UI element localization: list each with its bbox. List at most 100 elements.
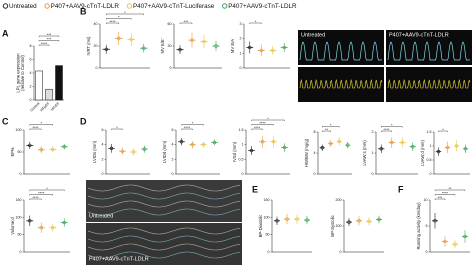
mean-marker	[202, 39, 206, 44]
y-tick-label: 0	[268, 250, 270, 254]
doppler-image	[386, 67, 472, 102]
bar	[55, 65, 63, 101]
y-tick-label: 10	[424, 198, 428, 202]
x-tick-label: HFrEF	[50, 101, 61, 112]
mean-marker	[142, 46, 146, 50]
significance-label: ****	[442, 190, 449, 195]
significance-label: *	[116, 125, 118, 130]
y-tick-label: 200	[336, 198, 342, 202]
mean-marker	[463, 147, 468, 151]
significance-label: ****	[259, 120, 266, 125]
mean-marker	[51, 226, 55, 230]
mean-marker	[39, 148, 43, 152]
significance-label: ***	[438, 195, 443, 200]
significance-bracket	[322, 130, 331, 132]
mean-marker	[178, 47, 182, 52]
y-tick-label: 4	[102, 143, 104, 147]
m-mode-trace	[87, 235, 241, 243]
image-label: P407+AAV9-cTnT-LDLR	[389, 32, 449, 38]
mean-marker	[179, 140, 184, 144]
mean-marker	[453, 242, 457, 246]
mean-marker	[248, 45, 252, 50]
significance-bracket	[434, 189, 466, 191]
y-tick-label: 2	[30, 84, 32, 88]
m-mode-trace	[87, 208, 241, 216]
significance-bracket	[106, 13, 144, 15]
mean-marker	[305, 218, 309, 222]
panel-letter: D	[80, 116, 87, 126]
significance-bracket	[38, 44, 50, 46]
significance-label: **	[448, 186, 452, 191]
significance-label: *	[118, 14, 120, 19]
y-axis-label: LVAW;d (mm)	[420, 140, 425, 166]
y-tick-label: 1.5	[427, 130, 432, 134]
significance-label: *	[124, 10, 126, 15]
significance-bracket	[111, 128, 123, 130]
y-tick-label: 0	[372, 172, 374, 176]
significance-bracket	[179, 22, 193, 24]
significance-label: ***	[47, 32, 52, 37]
bar	[35, 70, 43, 101]
mean-marker	[212, 140, 217, 145]
y-tick-label: 4	[172, 143, 174, 147]
significance-label: ****	[383, 127, 390, 132]
mean-marker	[329, 141, 333, 146]
y-tick-label: 50	[18, 233, 22, 237]
panel-letter: F	[398, 184, 404, 194]
significance-label: *	[40, 120, 42, 125]
y-tick-label: 40	[94, 22, 98, 26]
mean-marker	[275, 219, 279, 223]
y-tick-label: 0	[96, 66, 98, 70]
significance-bracket	[38, 40, 60, 42]
y-axis-label: HW/BW (mg/g)	[304, 138, 309, 167]
y-axis-label: BP-Diastolic	[258, 215, 263, 238]
m-mode-trace	[87, 192, 241, 200]
y-axis-label: LVAW;s (mm)	[362, 140, 367, 166]
y-tick-label: 0	[340, 250, 342, 254]
y-tick-label: 3	[240, 22, 242, 26]
mean-marker	[390, 140, 394, 145]
mean-marker	[347, 220, 351, 224]
y-axis-label: LVIDs (mm)	[92, 140, 97, 163]
y-tick-label: 0	[20, 250, 22, 254]
trace	[299, 41, 382, 61]
y-tick-label: 0.5	[239, 157, 244, 161]
mean-marker	[190, 142, 195, 147]
significance-bracket	[181, 124, 204, 126]
legend-label: Untreated	[9, 3, 37, 10]
significance-label: ***	[184, 19, 189, 24]
mean-marker	[282, 145, 287, 150]
y-tick-label: 150	[264, 198, 270, 202]
significance-label: ****	[32, 195, 39, 200]
significance-bracket	[251, 124, 274, 126]
significance-label: ****	[38, 190, 45, 195]
mean-marker	[357, 219, 361, 223]
mean-marker	[379, 147, 383, 151]
y-tick-label: 150	[16, 198, 22, 202]
significance-label: *	[192, 120, 194, 125]
panel-letter: E	[252, 184, 258, 194]
significance-bracket	[251, 128, 263, 130]
y-tick-label: 0	[30, 98, 32, 102]
y-tick-label: 100	[336, 224, 342, 228]
significance-label: ***	[47, 36, 52, 41]
m-mode-trace	[87, 200, 241, 208]
significance-label: *	[442, 127, 444, 132]
significance-bracket	[38, 35, 60, 37]
y-tick-label: 1	[372, 151, 374, 155]
significance-bracket	[181, 128, 193, 130]
legend-marker	[222, 3, 228, 9]
y-axis-label: Volume;d	[10, 217, 15, 235]
mean-marker	[295, 217, 299, 221]
image-label: Untreated	[89, 213, 113, 219]
m-mode-trace	[87, 251, 241, 259]
significance-label: *	[391, 122, 393, 127]
significance-label: **	[325, 127, 329, 132]
mean-marker	[285, 217, 289, 221]
mean-marker	[454, 144, 459, 148]
y-axis-label: MV E/E'	[160, 38, 165, 53]
mean-marker	[400, 140, 404, 145]
mean-marker	[62, 145, 66, 149]
legend-label: P407+AAV9-cTnT-LDLR	[228, 3, 297, 10]
